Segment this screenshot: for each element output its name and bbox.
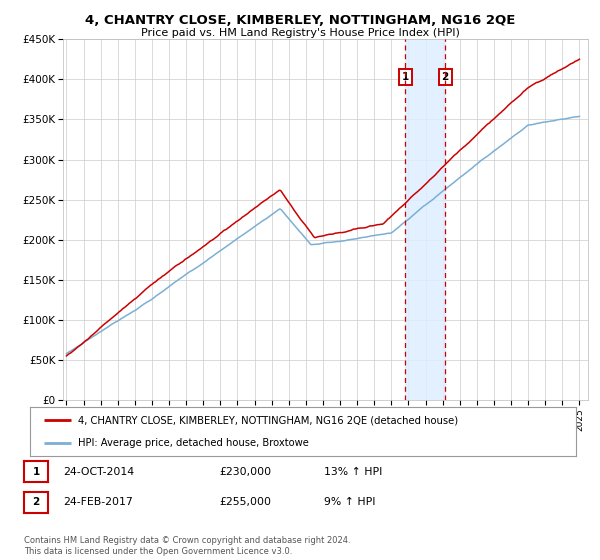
Text: 24-FEB-2017: 24-FEB-2017 — [63, 497, 133, 507]
Text: 9% ↑ HPI: 9% ↑ HPI — [324, 497, 376, 507]
Text: 1: 1 — [402, 72, 409, 82]
Text: £230,000: £230,000 — [219, 466, 271, 477]
Text: 1: 1 — [32, 466, 40, 477]
Text: £255,000: £255,000 — [219, 497, 271, 507]
Text: Price paid vs. HM Land Registry's House Price Index (HPI): Price paid vs. HM Land Registry's House … — [140, 28, 460, 38]
Text: 13% ↑ HPI: 13% ↑ HPI — [324, 466, 382, 477]
Text: 4, CHANTRY CLOSE, KIMBERLEY, NOTTINGHAM, NG16 2QE: 4, CHANTRY CLOSE, KIMBERLEY, NOTTINGHAM,… — [85, 14, 515, 27]
Text: 2: 2 — [442, 72, 449, 82]
Text: Contains HM Land Registry data © Crown copyright and database right 2024.
This d: Contains HM Land Registry data © Crown c… — [24, 536, 350, 556]
Text: 2: 2 — [32, 497, 40, 507]
Text: 4, CHANTRY CLOSE, KIMBERLEY, NOTTINGHAM, NG16 2QE (detached house): 4, CHANTRY CLOSE, KIMBERLEY, NOTTINGHAM,… — [78, 416, 458, 426]
Bar — [406, 39, 445, 400]
Text: HPI: Average price, detached house, Broxtowe: HPI: Average price, detached house, Brox… — [78, 438, 309, 448]
Text: 24-OCT-2014: 24-OCT-2014 — [63, 466, 134, 477]
